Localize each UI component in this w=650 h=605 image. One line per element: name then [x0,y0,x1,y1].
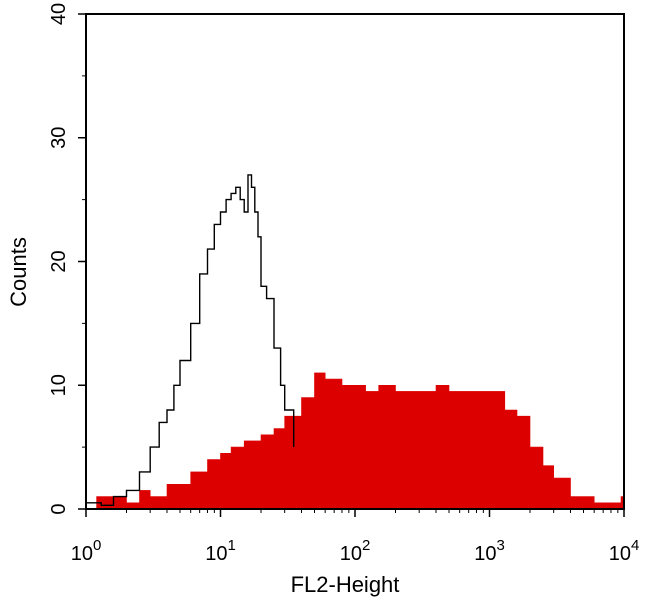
y-tick-label-2: 20 [48,250,70,272]
y-tick-label-0: 0 [48,503,70,514]
series-layer [86,174,625,510]
series-0-filled-histogram [86,372,625,510]
y-tick-label-4: 40 [48,3,70,25]
x-axis-title: FL2-Height [291,572,400,597]
y-tick-label-3: 30 [48,127,70,149]
y-tick-label-1: 10 [48,374,70,396]
x-tick-label-1: 101 [205,537,236,565]
y-axis-title: Counts [6,237,31,307]
x-tick-label-0: 100 [71,537,102,565]
tick-layer: 100 101 102 103 104 0 10 20 30 40 [48,3,639,565]
x-tick-label-4: 104 [609,537,640,565]
series-1-outline-histogram [86,174,295,506]
x-tick-label-3: 103 [474,537,505,565]
x-tick-label-2: 102 [340,537,371,565]
